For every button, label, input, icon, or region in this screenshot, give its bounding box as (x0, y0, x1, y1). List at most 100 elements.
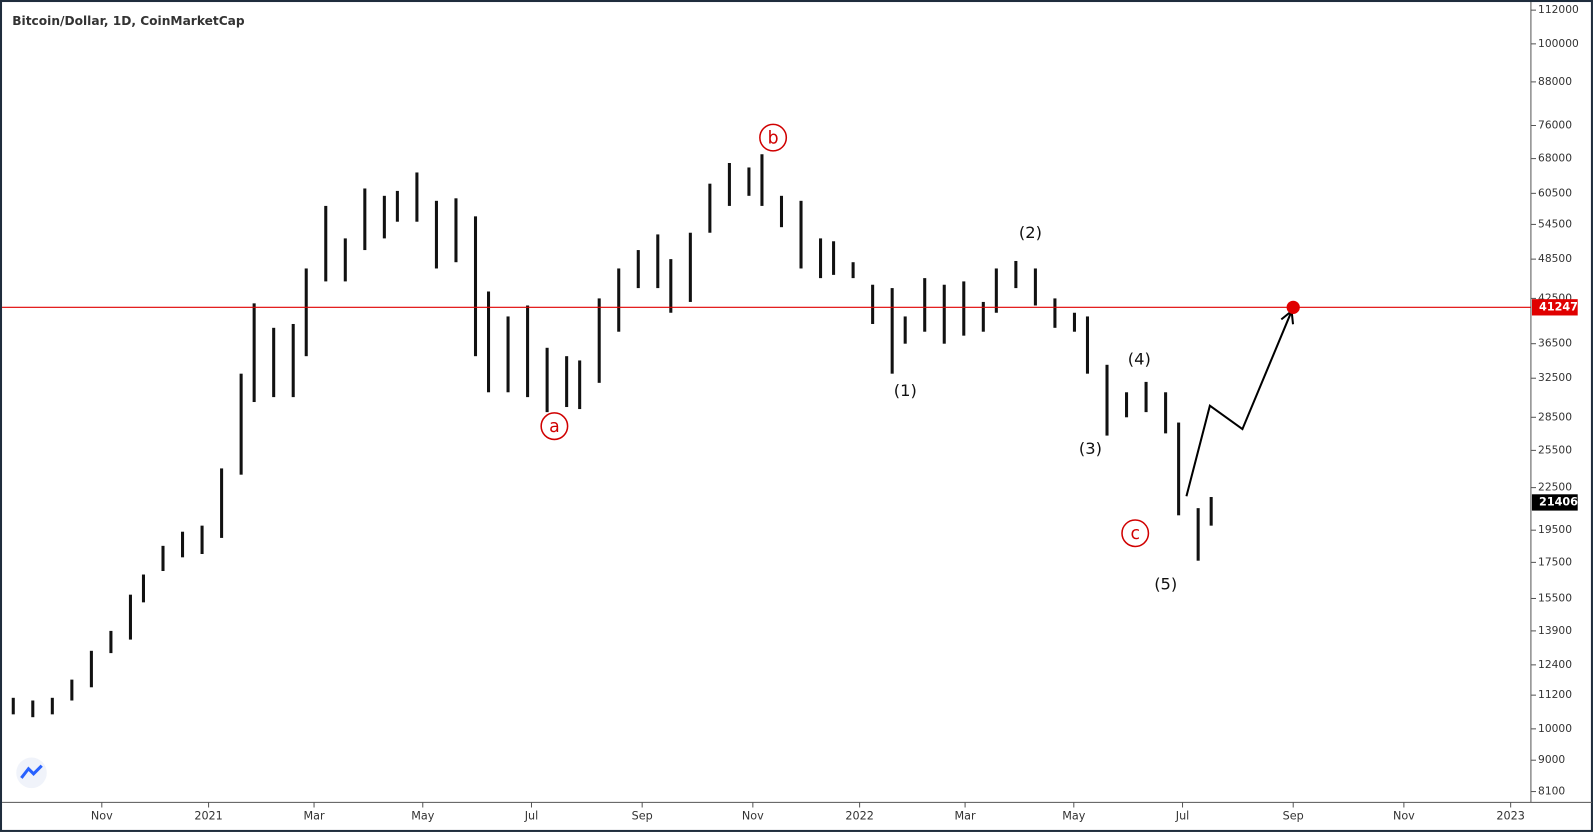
price-bar (109, 630, 113, 654)
price-bar (486, 291, 491, 393)
price-bar (656, 234, 660, 289)
price-bar (578, 360, 582, 410)
price-bar (434, 200, 438, 269)
y-tick-label: 11200 (1538, 688, 1572, 701)
y-tick-label: 112000 (1538, 3, 1579, 16)
wave-label: b (768, 129, 779, 149)
price-bar (636, 250, 640, 289)
wave-circle (540, 412, 569, 441)
projection-path (1185, 306, 1295, 497)
price-bar (747, 167, 751, 196)
price-bar (1177, 422, 1181, 516)
logo (16, 757, 47, 789)
price-bar (1164, 392, 1168, 434)
price-bar (688, 232, 692, 302)
price-bar (1209, 497, 1213, 526)
level-tag (1531, 299, 1578, 316)
last-price-label: 21406 (1539, 495, 1578, 508)
price-bar (128, 594, 132, 640)
price-bar (382, 195, 386, 239)
y-tick-label: 19500 (1538, 523, 1572, 536)
x-tick-label: 2022 (845, 810, 873, 823)
price-bar (11, 697, 15, 715)
y-tick-label: 68000 (1538, 152, 1572, 165)
price-bar (1105, 364, 1109, 436)
x-tick-label: Jul (524, 810, 538, 823)
x-tick-label: Nov (91, 810, 113, 823)
price-bar (819, 238, 823, 279)
price-bar (1033, 268, 1037, 306)
price-bar (415, 172, 419, 222)
price-bar (324, 205, 328, 282)
y-tick-label: 100000 (1538, 37, 1579, 50)
price-bar (669, 259, 673, 313)
wave-label: (4) (1128, 349, 1151, 368)
wave-label: (2) (1019, 223, 1042, 242)
x-tick-label: May (1062, 810, 1085, 823)
y-tick-label: 22500 (1538, 481, 1572, 494)
price-bar (994, 268, 998, 313)
price-bar (597, 298, 601, 383)
price-bar (1053, 298, 1057, 328)
x-tick-label: Mar (304, 810, 325, 823)
price-bar (363, 188, 367, 251)
price-bar (161, 545, 165, 572)
price-bar (799, 200, 803, 269)
price-bar (473, 216, 478, 357)
price-bar (727, 162, 731, 206)
y-tick-label: 8100 (1538, 785, 1565, 798)
wave-label: c (1130, 524, 1140, 544)
y-tick-label: 15500 (1538, 591, 1572, 604)
y-tick-label: 13900 (1538, 624, 1572, 637)
price-bar (304, 268, 308, 357)
y-tick-label: 28500 (1538, 410, 1572, 423)
price-bar (545, 347, 549, 413)
price-bar (395, 190, 399, 222)
price-bar (760, 154, 764, 206)
chart-title: Bitcoin/Dollar, 1D, CoinMarketCap (12, 14, 245, 28)
x-tick-label: Mar (955, 810, 976, 823)
price-bar (220, 468, 224, 538)
price-bar (89, 650, 93, 688)
y-tick-label: 76000 (1538, 118, 1572, 131)
price-bar (1196, 508, 1200, 561)
x-tick-label: Jul (1175, 810, 1189, 823)
price-bar (1144, 381, 1148, 413)
y-tick-label: 10000 (1538, 722, 1572, 735)
price-bar (1125, 392, 1129, 418)
price-bar (141, 574, 145, 603)
wave-circle (1121, 519, 1150, 548)
x-tick-label: Sep (1283, 810, 1304, 823)
price-bar (454, 198, 458, 263)
price-bar (1014, 260, 1018, 289)
price-bar (291, 323, 295, 398)
price-bar (617, 268, 621, 332)
price-bar (1072, 312, 1076, 332)
y-tick-label: 32500 (1538, 371, 1572, 384)
price-bar (981, 301, 985, 332)
price-bar (70, 679, 74, 701)
y-tick-label: 25500 (1538, 443, 1572, 456)
y-tick-label: 88000 (1538, 75, 1572, 88)
price-bar (708, 183, 712, 233)
price-bar (832, 241, 836, 275)
level-label: 41247 (1539, 300, 1578, 313)
price-bar (252, 303, 256, 403)
price-bar (200, 525, 204, 554)
price-bar (942, 284, 946, 344)
x-tick-label: 2023 (1496, 810, 1524, 823)
y-tick-label: 54500 (1538, 217, 1572, 230)
price-bar (851, 262, 855, 279)
price-bar (343, 238, 347, 282)
price-bar (50, 697, 54, 715)
x-tick-label: Nov (1393, 810, 1415, 823)
price-bar (1085, 316, 1090, 374)
x-tick-label: May (411, 810, 434, 823)
x-tick-label: 2021 (194, 810, 222, 823)
last-price-tag (1531, 494, 1578, 511)
x-tick-label: Nov (742, 810, 764, 823)
y-tick-label: 12400 (1538, 658, 1572, 671)
wave-label: (3) (1079, 439, 1102, 458)
target-dot (1286, 300, 1300, 314)
